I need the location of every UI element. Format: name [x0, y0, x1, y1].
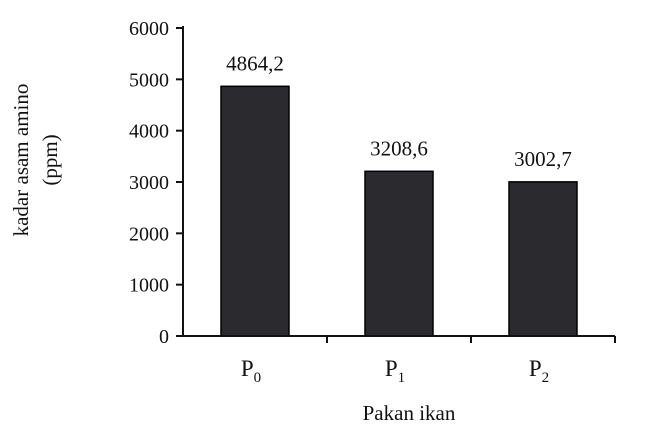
- x-axis-labels: P0 P1 P2: [241, 356, 549, 386]
- y-tick-label: 0: [159, 326, 169, 348]
- bar-value-label: 4864,2: [226, 51, 284, 75]
- x-category-label: P2: [529, 356, 549, 386]
- y-tick-label: 5000: [129, 69, 169, 91]
- y-tick-label: 1000: [129, 275, 169, 297]
- bar-value-label: 3002,7: [514, 147, 572, 171]
- x-axis-title: Pakan ikan: [363, 401, 456, 425]
- axes: [182, 26, 616, 343]
- bar: [508, 181, 578, 337]
- bars: 4864,2 3208,6 3002,7: [220, 51, 578, 337]
- y-axis-title: kadar asam amino (ppm): [9, 84, 62, 237]
- y-tick-label: 3000: [129, 172, 169, 194]
- y-axis-title-line: kadar asam amino: [9, 84, 33, 237]
- bar-value-label: 3208,6: [370, 136, 428, 160]
- y-tick-label: 2000: [129, 223, 169, 245]
- bar: [220, 85, 290, 337]
- y-axis-ticks: 0 1000 2000 3000 4000 5000 6000: [129, 18, 183, 348]
- bar: [364, 170, 434, 337]
- x-category-label: P0: [241, 356, 261, 386]
- y-tick-label: 4000: [129, 121, 169, 143]
- x-category-label: P1: [385, 356, 405, 386]
- y-tick-label: 6000: [129, 18, 169, 40]
- y-axis-title-line: (ppm): [38, 134, 62, 185]
